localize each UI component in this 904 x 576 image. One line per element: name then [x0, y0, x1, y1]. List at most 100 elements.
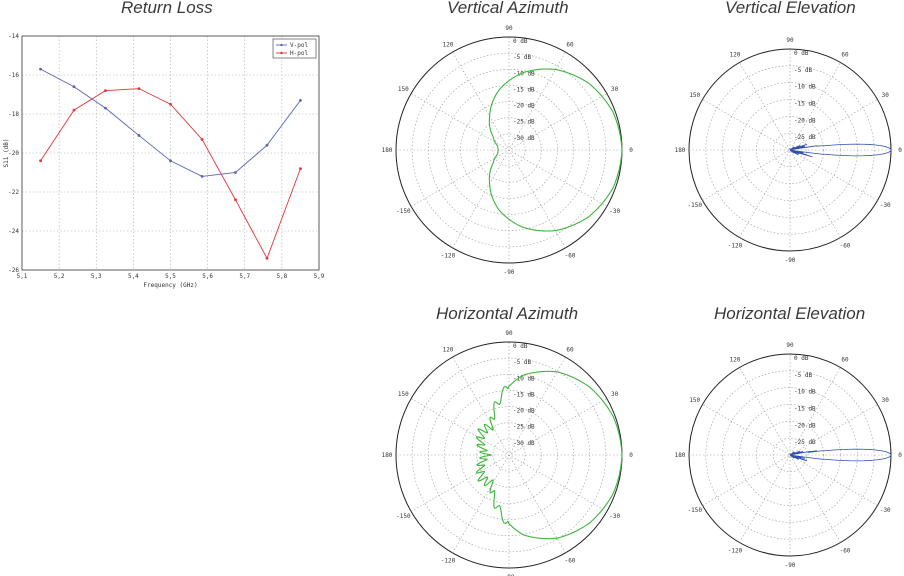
angle-tick-label: 60 [566, 41, 574, 48]
return-loss-title: Return Loss [121, 0, 213, 17]
angle-tick-label: 150 [398, 86, 409, 93]
y-tick-label: -16 [8, 72, 19, 79]
polar-spoke [702, 99, 878, 201]
radial-tick-label: -20 dB [794, 117, 816, 124]
x-tick-label: 5,9 [314, 273, 325, 280]
data-point-h-pol [39, 159, 42, 163]
angle-tick-label: 30 [611, 391, 619, 398]
radial-tick-label: 0 dB [794, 50, 809, 57]
data-point-h-pol [299, 167, 302, 171]
angle-tick-label: 120 [730, 52, 741, 59]
polar-spoke [739, 367, 841, 543]
angle-tick-label: -30 [609, 208, 620, 215]
radial-tick-label: -20 dB [794, 422, 816, 429]
angle-tick-label: 0 [629, 452, 633, 459]
angle-tick-label: 0 [898, 452, 902, 459]
legend-marker [280, 51, 283, 55]
radial-tick-label: -5 dB [513, 54, 531, 61]
angle-tick-label: 120 [730, 357, 741, 364]
data-point-v-pol [72, 85, 76, 89]
vertical-azimuth-chart: 0 dB -5 dB -10 dB -15 dB -20 dB -25 dB -30 dB 9… [382, 25, 634, 276]
x-tick-label: 5,1 [17, 273, 28, 280]
data-point-h-pol [200, 137, 204, 141]
horizontal-elevation-title: Horizontal Elevation [714, 304, 866, 323]
data-point-v-pol [234, 171, 237, 174]
x-tick-label: 5,4 [128, 273, 139, 280]
vertical-elevation-chart: 0 dB -5 dB -10 dB -15 dB -20 dB -25 dB 90 60 30 0… [675, 37, 903, 264]
angle-tick-label: 0 [898, 147, 902, 154]
radial-tick-label: -10 dB [794, 389, 816, 396]
radial-tick-label: -10 dB [513, 70, 535, 77]
angle-tick-label: -60 [565, 558, 576, 565]
radial-tick-label: -10 dB [513, 375, 535, 382]
radiation-pattern [789, 448, 892, 462]
polar-spoke [702, 99, 878, 201]
data-point-h-pol [137, 87, 141, 91]
radial-tick-label: -15 dB [513, 86, 535, 93]
angle-tick-label: 150 [689, 397, 700, 404]
polar-ring [492, 438, 526, 472]
angle-tick-label: -120 [441, 253, 456, 260]
data-point-v-pol [169, 159, 172, 163]
x-axis-label: Frequency (GHz) [143, 282, 197, 289]
radial-tick-label: -25 dB [513, 119, 535, 126]
x-tick-label: 5,5 [165, 273, 176, 280]
angle-tick-label: 30 [611, 86, 619, 93]
polar-ring [492, 133, 526, 167]
angle-tick-label: 90 [786, 37, 794, 44]
polar-spoke [702, 404, 878, 506]
radial-tick-label: -20 dB [513, 103, 535, 110]
y-axis-label: S11 (dB) [3, 139, 10, 168]
angle-tick-label: 150 [398, 391, 409, 398]
angle-tick-label: -60 [565, 253, 576, 260]
horizontal-azimuth-chart: 0 dB -5 dB -10 dB -15 dB -20 dB -25 dB -30 dB 9… [382, 330, 634, 576]
radiation-pattern [476, 370, 623, 540]
radiation-pattern [789, 143, 892, 158]
angle-tick-label: 60 [841, 52, 849, 59]
data-point-h-pol [104, 89, 107, 92]
radial-tick-label: -5 dB [513, 359, 531, 366]
y-tick-label: -18 [8, 111, 19, 118]
horizontal-azimuth-title: Horizontal Azimuth [436, 304, 579, 323]
angle-tick-label: 60 [841, 357, 849, 364]
angle-tick-label: 0 [629, 147, 633, 154]
angle-tick-label: 180 [675, 147, 686, 154]
polar-spoke [410, 93, 608, 207]
radial-tick-label: -5 dB [794, 67, 812, 74]
angle-tick-label: -30 [609, 513, 620, 520]
y-tick-label: -26 [8, 267, 19, 274]
data-point-v-pol [299, 98, 302, 102]
x-tick-label: 5,7 [239, 273, 250, 280]
polar-ring [444, 85, 574, 215]
angle-tick-label: -120 [441, 558, 456, 565]
plot-frame [21, 35, 320, 271]
radial-tick-label: 0 dB [513, 38, 528, 45]
legend-entry: H-pol [290, 50, 308, 57]
polar-spoke [702, 404, 878, 506]
angle-tick-label: -30 [880, 202, 891, 209]
angle-tick-label: 90 [505, 25, 513, 32]
data-point-h-pol [169, 102, 172, 106]
x-tick-label: 5,2 [54, 273, 65, 280]
radial-tick-label: -10 dB [794, 84, 816, 91]
polar-spoke [739, 367, 841, 543]
x-tick-label: 5,8 [276, 273, 287, 280]
radial-tick-label: -30 dB [513, 440, 535, 447]
radial-tick-label: -15 dB [794, 101, 816, 108]
angle-tick-label: -90 [504, 574, 515, 576]
radial-tick-label: -30 dB [513, 135, 535, 142]
polar-spoke [739, 62, 841, 238]
polar-ring [476, 117, 542, 183]
legend-entry: V-pol [290, 42, 308, 49]
data-point-v-pol [104, 106, 107, 110]
radial-tick-label: -25 dB [794, 439, 816, 446]
angle-tick-label: 90 [505, 330, 513, 337]
angle-tick-label: 90 [786, 342, 794, 349]
polar-ring [705, 370, 875, 540]
angle-tick-label: 180 [382, 452, 393, 459]
angle-tick-label: 30 [882, 92, 890, 99]
radial-tick-label: -5 dB [794, 372, 812, 379]
angle-tick-label: -120 [728, 547, 743, 554]
y-tick-label: -14 [8, 33, 19, 40]
polar-spoke [739, 62, 841, 238]
